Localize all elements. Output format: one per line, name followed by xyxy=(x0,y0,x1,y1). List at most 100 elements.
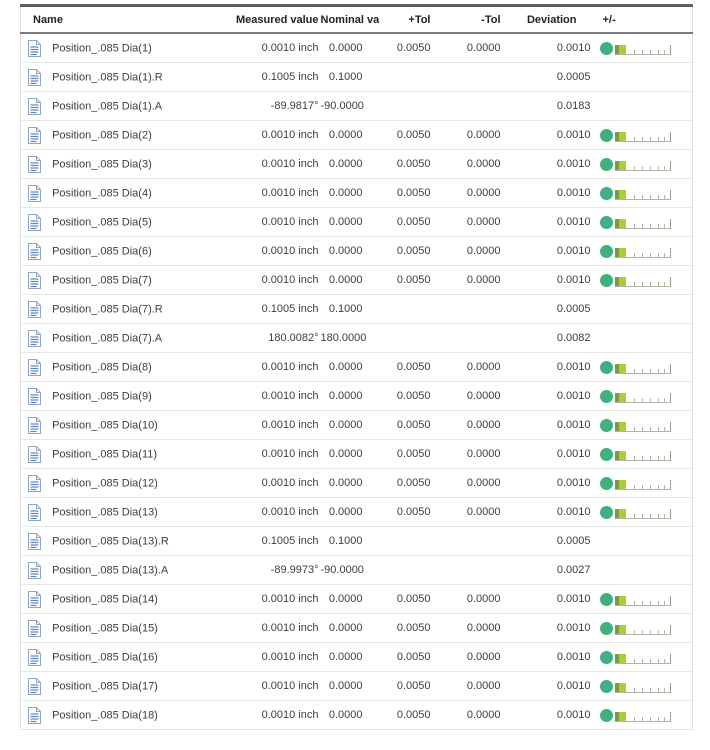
table-row[interactable]: Position_.085 Dia(13).A -89.9973° -90.00… xyxy=(20,555,693,585)
document-icon xyxy=(28,184,41,202)
table-row[interactable]: Position_.085 Dia(4) 0.0010 inch 0.0000 … xyxy=(20,178,693,208)
deviation-value: 0.0183 xyxy=(518,91,599,121)
feature-name: Position_.085 Dia(8) xyxy=(52,361,152,373)
document-icon xyxy=(28,68,41,86)
feature-name: Position_.085 Dia(7) xyxy=(52,274,152,286)
deviation-value: 0.0010 xyxy=(518,207,599,237)
measured-value: -89.9817° xyxy=(215,91,321,121)
status-dot-icon xyxy=(599,389,613,403)
measured-value: 0.1005 inch xyxy=(215,62,321,92)
feature-name: Position_.085 Dia(6) xyxy=(52,245,152,257)
measured-value: 0.0010 inch xyxy=(215,613,321,643)
measured-value: 0.0010 inch xyxy=(215,149,321,179)
table-header: Name Measured value Nominal value +Tol -… xyxy=(20,5,693,34)
nominal-value: 0.0000 xyxy=(320,33,379,63)
table-row[interactable]: Position_.085 Dia(9) 0.0010 inch 0.0000 … xyxy=(20,381,693,411)
deviation-value: 0.0005 xyxy=(518,526,599,556)
feature-name: Position_.085 Dia(16) xyxy=(52,651,158,663)
minus-tol-value: 0.0000 xyxy=(448,207,519,237)
minus-tol-value: 0.0000 xyxy=(448,613,519,643)
table-row[interactable]: Position_.085 Dia(8) 0.0010 inch 0.0000 … xyxy=(20,352,693,382)
column-header-name[interactable]: Name xyxy=(20,5,216,34)
measured-value: 0.0010 inch xyxy=(215,236,321,266)
table-row[interactable]: Position_.085 Dia(15) 0.0010 inch 0.0000… xyxy=(20,613,693,643)
deviation-value: 0.0010 xyxy=(518,236,599,266)
table-row[interactable]: Position_.085 Dia(14) 0.0010 inch 0.0000… xyxy=(20,584,693,614)
status-dot-icon xyxy=(599,186,613,200)
measured-value: 0.0010 inch xyxy=(215,120,321,150)
table-row[interactable]: Position_.085 Dia(16) 0.0010 inch 0.0000… xyxy=(20,642,693,672)
table-row[interactable]: Position_.085 Dia(6) 0.0010 inch 0.0000 … xyxy=(20,236,693,266)
plus-tol-value: 0.0050 xyxy=(378,613,449,643)
measured-value: 0.0010 inch xyxy=(215,642,321,672)
table-row[interactable]: Position_.085 Dia(7).R 0.1005 inch 0.100… xyxy=(20,294,693,324)
deviation-value: 0.0010 xyxy=(518,642,599,672)
column-header-plus-tol[interactable]: +Tol xyxy=(378,5,449,34)
nominal-value: 0.0000 xyxy=(320,613,379,643)
deviation-scale-icon xyxy=(614,45,671,55)
table-row[interactable]: Position_.085 Dia(11) 0.0010 inch 0.0000… xyxy=(20,439,693,469)
nominal-value: 0.0000 xyxy=(320,120,379,150)
column-header-nominal[interactable]: Nominal value xyxy=(320,5,379,34)
table-row[interactable]: Position_.085 Dia(1) 0.0010 inch 0.0000 … xyxy=(20,33,693,63)
measured-value: 0.0010 inch xyxy=(215,700,321,730)
feature-name: Position_.085 Dia(12) xyxy=(52,477,158,489)
measured-value: -89.9973° xyxy=(215,555,321,585)
table-row[interactable]: Position_.085 Dia(5) 0.0010 inch 0.0000 … xyxy=(20,207,693,237)
table-row[interactable]: Position_.085 Dia(1).R 0.1005 inch 0.100… xyxy=(20,62,693,92)
nominal-value: 0.0000 xyxy=(320,584,379,614)
document-icon xyxy=(28,242,41,260)
feature-name: Position_.085 Dia(10) xyxy=(52,419,158,431)
table-row[interactable]: Position_.085 Dia(12) 0.0010 inch 0.0000… xyxy=(20,468,693,498)
minus-tol-value: 0.0000 xyxy=(448,33,519,63)
nominal-value: 0.0000 xyxy=(320,265,379,295)
status-dot-icon xyxy=(599,447,613,461)
minus-tol-value xyxy=(448,294,519,324)
minus-tol-value xyxy=(448,62,519,92)
table-row[interactable]: Position_.085 Dia(13).R 0.1005 inch 0.10… xyxy=(20,526,693,556)
measured-value: 0.0010 inch xyxy=(215,439,321,469)
column-header-measured[interactable]: Measured value xyxy=(215,5,321,34)
measured-value: 0.0010 inch xyxy=(215,584,321,614)
feature-name: Position_.085 Dia(14) xyxy=(52,593,158,605)
table-row[interactable]: Position_.085 Dia(1).A -89.9817° -90.000… xyxy=(20,91,693,121)
deviation-scale-icon xyxy=(614,712,671,722)
feature-name: Position_.085 Dia(1) xyxy=(52,42,152,54)
column-header-plus-minus[interactable]: +/- xyxy=(598,5,693,34)
deviation-value: 0.0010 xyxy=(518,120,599,150)
document-icon xyxy=(28,706,41,724)
nominal-value: 0.0000 xyxy=(320,642,379,672)
table-row[interactable]: Position_.085 Dia(10) 0.0010 inch 0.0000… xyxy=(20,410,693,440)
document-icon xyxy=(28,474,41,492)
document-icon xyxy=(28,648,41,666)
column-header-deviation[interactable]: Deviation xyxy=(518,5,599,34)
plus-tol-value xyxy=(378,555,449,585)
deviation-value: 0.0027 xyxy=(518,555,599,585)
minus-tol-value: 0.0000 xyxy=(448,236,519,266)
table-row[interactable]: Position_.085 Dia(2) 0.0010 inch 0.0000 … xyxy=(20,120,693,150)
measured-value: 0.0010 inch xyxy=(215,497,321,527)
nominal-value: -90.0000 xyxy=(320,91,379,121)
table-row[interactable]: Position_.085 Dia(3) 0.0010 inch 0.0000 … xyxy=(20,149,693,179)
table-row[interactable]: Position_.085 Dia(13) 0.0010 inch 0.0000… xyxy=(20,497,693,527)
feature-name: Position_.085 Dia(4) xyxy=(52,187,152,199)
minus-tol-value: 0.0000 xyxy=(448,439,519,469)
document-icon xyxy=(28,358,41,376)
deviation-indicator xyxy=(599,411,673,439)
table-row[interactable]: Position_.085 Dia(17) 0.0010 inch 0.0000… xyxy=(20,671,693,701)
minus-tol-value: 0.0000 xyxy=(448,149,519,179)
feature-name: Position_.085 Dia(9) xyxy=(52,390,152,402)
nominal-value: -90.0000 xyxy=(320,555,379,585)
feature-name: Position_.085 Dia(7).R xyxy=(52,303,163,315)
feature-name: Position_.085 Dia(13).R xyxy=(52,535,169,547)
document-icon xyxy=(28,445,41,463)
column-header-minus-tol[interactable]: -Tol xyxy=(448,5,519,34)
measured-value: 0.0010 inch xyxy=(215,671,321,701)
table-row[interactable]: Position_.085 Dia(18) 0.0010 inch 0.0000… xyxy=(20,700,693,730)
table-row[interactable]: Position_.085 Dia(7) 0.0010 inch 0.0000 … xyxy=(20,265,693,295)
table-row[interactable]: Position_.085 Dia(7).A 180.0082° 180.000… xyxy=(20,323,693,353)
feature-name: Position_.085 Dia(13).A xyxy=(52,564,169,576)
document-icon xyxy=(28,503,41,521)
deviation-indicator xyxy=(599,701,673,729)
